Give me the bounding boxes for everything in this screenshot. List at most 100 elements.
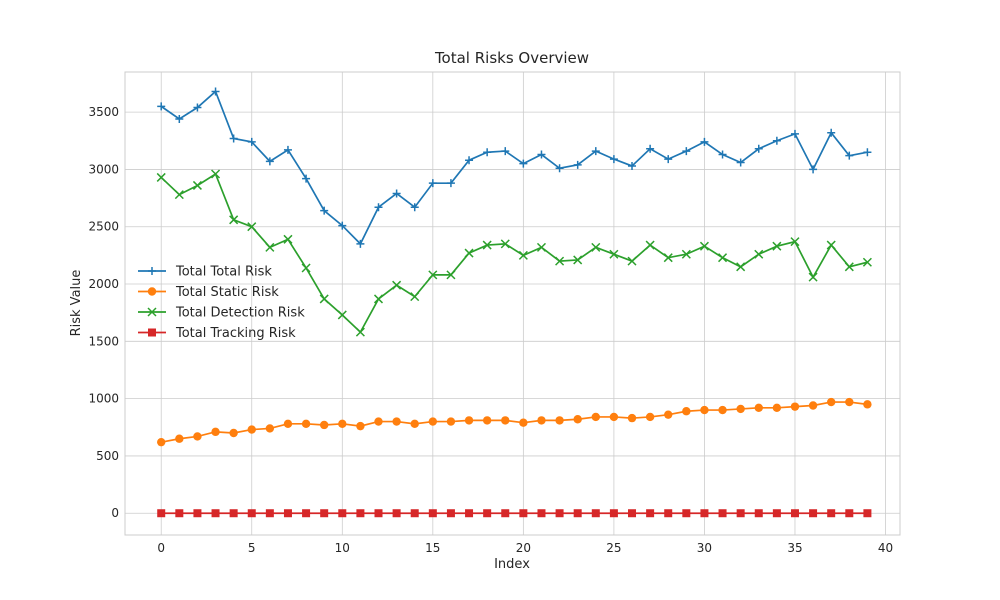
data-point <box>247 222 257 232</box>
data-point <box>646 144 655 153</box>
legend-marker <box>147 307 157 317</box>
data-point <box>591 147 600 156</box>
data-point <box>827 509 836 518</box>
data-point <box>736 262 746 272</box>
data-point <box>247 137 256 146</box>
data-point <box>663 253 673 263</box>
data-point <box>211 169 221 179</box>
data-point <box>428 270 438 280</box>
data-point <box>175 509 184 518</box>
data-point <box>826 240 836 250</box>
data-point <box>356 421 365 431</box>
data-point <box>519 509 528 518</box>
data-point <box>519 418 528 427</box>
data-point <box>410 203 419 212</box>
data-point <box>446 417 456 426</box>
series-layer <box>156 87 872 518</box>
data-point <box>483 148 492 157</box>
data-point <box>465 509 474 518</box>
data-point <box>682 407 691 416</box>
data-point <box>718 405 727 415</box>
x-tick-label: 15 <box>425 541 440 555</box>
data-point <box>247 425 256 434</box>
data-point <box>645 240 655 250</box>
data-point <box>337 310 347 320</box>
data-point <box>863 509 872 518</box>
y-tick-label: 500 <box>96 449 119 463</box>
x-tick-label: 0 <box>157 541 165 555</box>
legend: Total Total Risk Total Static Risk Total D… <box>138 265 305 341</box>
data-point <box>573 415 582 424</box>
data-point <box>808 401 818 410</box>
legend-label: Total Static Risk <box>175 285 279 300</box>
data-point <box>718 253 728 263</box>
data-point <box>175 434 184 443</box>
grid-lines <box>125 72 900 535</box>
data-point <box>845 151 854 160</box>
data-point <box>229 215 239 225</box>
data-point <box>410 419 419 429</box>
data-point <box>845 397 854 407</box>
data-point <box>410 292 420 302</box>
chart-title: Total Risks Overview <box>434 49 589 67</box>
data-point <box>283 509 292 518</box>
data-point <box>392 417 401 426</box>
data-point <box>355 327 365 337</box>
data-point <box>319 294 329 304</box>
data-point <box>862 257 872 267</box>
data-point <box>156 172 166 182</box>
data-point <box>211 427 220 437</box>
data-point <box>682 147 691 156</box>
data-point <box>356 239 365 248</box>
data-point <box>428 417 438 426</box>
data-point <box>645 412 655 422</box>
data-point <box>718 150 727 159</box>
data-point <box>428 509 437 518</box>
data-point <box>628 509 637 518</box>
data-point <box>320 509 329 518</box>
data-point <box>211 509 220 518</box>
legend-label: Total Detection Risk <box>175 306 305 321</box>
data-point <box>609 155 618 164</box>
data-point <box>319 420 329 430</box>
data-point <box>537 509 546 518</box>
data-point <box>265 242 275 252</box>
data-point <box>410 509 419 518</box>
series-4 <box>157 509 872 518</box>
data-point <box>211 87 220 96</box>
data-point <box>809 509 818 518</box>
y-tick-label: 0 <box>111 506 119 520</box>
data-point <box>646 509 655 518</box>
data-point <box>682 509 691 518</box>
data-point <box>374 417 383 426</box>
data-point <box>193 103 202 112</box>
data-point <box>302 174 311 183</box>
series-line <box>161 401 868 444</box>
data-point <box>627 256 637 266</box>
data-point <box>790 129 799 138</box>
data-point <box>193 432 202 441</box>
data-point <box>573 509 582 518</box>
legend-item: Total Static Risk <box>138 285 279 300</box>
data-point <box>790 509 799 518</box>
x-axis-label: Index <box>494 557 530 572</box>
y-axis-label: Risk Value <box>69 270 84 337</box>
data-point <box>482 416 492 425</box>
data-point <box>301 419 311 429</box>
data-point <box>754 144 763 153</box>
data-point <box>265 424 275 433</box>
data-point <box>338 509 347 518</box>
data-point <box>192 180 202 190</box>
data-point <box>320 206 329 215</box>
data-point <box>302 509 311 518</box>
data-point <box>664 155 673 164</box>
data-point <box>591 412 600 422</box>
data-point <box>229 428 238 438</box>
data-point <box>374 509 383 518</box>
data-point <box>464 248 474 258</box>
data-point <box>537 150 546 159</box>
data-point <box>446 179 455 188</box>
data-point <box>700 405 709 415</box>
data-point <box>827 128 836 137</box>
x-tick-label: 35 <box>787 541 802 555</box>
